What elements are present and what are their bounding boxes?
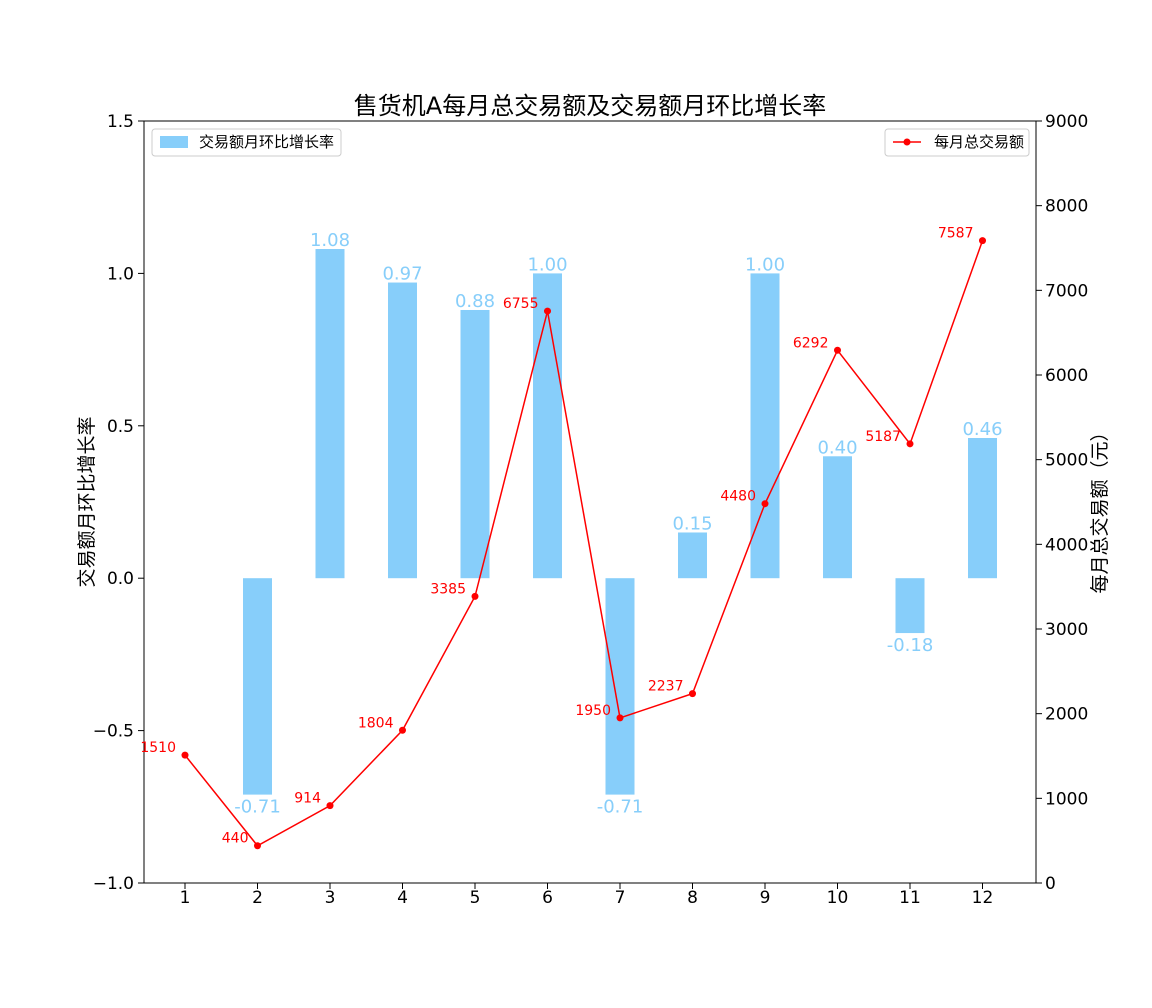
line-data-label: 1950 xyxy=(575,703,611,719)
y-right-tick-label: 5000 xyxy=(1045,451,1088,471)
x-tick-label: 5 xyxy=(470,888,481,908)
y-right-axis-label: 每月总交易额（元） xyxy=(1089,422,1111,593)
x-tick-label: 1 xyxy=(180,888,191,908)
line-point xyxy=(689,690,696,698)
x-tick-label: 9 xyxy=(760,888,771,908)
line-point xyxy=(326,802,334,810)
line-data-label: 914 xyxy=(294,791,321,807)
legend-line-frame xyxy=(884,128,1030,157)
legend-bars: 交易额月环比增长率 xyxy=(151,128,342,157)
bar xyxy=(388,282,417,579)
line-data-label: 1510 xyxy=(140,740,176,756)
y-right-tick-label: 9000 xyxy=(1045,112,1088,132)
y-right-tick-label: 1000 xyxy=(1045,789,1088,809)
legend-bar-text: 交易额月环比增长率 xyxy=(199,133,334,151)
line-point xyxy=(761,500,769,508)
line-point xyxy=(254,842,261,850)
legend-bar-swatch xyxy=(160,136,188,148)
line-data-label: 6292 xyxy=(793,335,829,351)
y-left-tick-label: 1.0 xyxy=(107,264,134,284)
bar xyxy=(605,578,635,795)
x-tick-label: 3 xyxy=(325,888,336,908)
line-point xyxy=(906,440,914,448)
line-data-label: 3385 xyxy=(430,581,466,597)
bar-data-label: 1.08 xyxy=(310,230,350,251)
x-tick-label: 7 xyxy=(615,888,626,908)
line-point xyxy=(834,346,841,354)
y-right-tick-label: 3000 xyxy=(1045,620,1088,640)
legend-bars-frame xyxy=(151,128,342,157)
series-line xyxy=(184,240,984,847)
plot-frame xyxy=(143,120,1037,884)
bar xyxy=(750,273,780,579)
bar-data-label: -0.71 xyxy=(597,797,644,818)
line-point xyxy=(979,237,986,245)
legend-line-text: 每月总交易额 xyxy=(934,133,1024,151)
x-tick-label: 8 xyxy=(687,888,698,908)
line-data-label: 7587 xyxy=(938,226,974,242)
x-tick-label: 2 xyxy=(252,888,263,908)
line-data-label: 1804 xyxy=(358,715,394,731)
bar xyxy=(460,309,490,579)
axes-layer: 1 2 3 4 5 6 7 8 9 10 11 12−1.0−0.50.00.51.01.501000… xyxy=(93,112,1089,908)
bars-layer: -0.71 1.08 0.97 0.88 1.00 -0.71 0.15 1.00 0.40 -0… xyxy=(234,230,1002,818)
x-tick-label: 10 xyxy=(827,888,849,908)
y-right-tick-label: 6000 xyxy=(1045,366,1088,386)
bar-data-label: 0.15 xyxy=(672,513,712,534)
bar-data-label: 0.40 xyxy=(817,437,857,458)
y-right-tick-label: 4000 xyxy=(1045,535,1088,555)
bar-data-label: -0.71 xyxy=(234,797,281,818)
line-data-label: 4480 xyxy=(720,489,756,505)
bar xyxy=(968,437,997,579)
line-point xyxy=(399,726,406,734)
y-left-tick-label: 0.0 xyxy=(107,569,134,589)
y-right-tick-label: 2000 xyxy=(1045,705,1088,725)
chart-title: 售货机A每月总交易额及交易额月环比增长率 xyxy=(354,92,826,120)
line-data-label: 5187 xyxy=(865,429,901,445)
legend-line: 每月总交易额 xyxy=(884,128,1030,157)
y-left-tick-label: −1.0 xyxy=(93,874,134,894)
bar-data-label: 0.88 xyxy=(455,291,495,312)
y-left-axis-label: 交易额月环比增长率 xyxy=(76,416,98,587)
bar xyxy=(678,532,707,579)
x-tick-label: 4 xyxy=(397,888,408,908)
line-data-label: 6755 xyxy=(503,296,539,312)
line-layer: 1510 440 914 1804 3385 6755 1950 2237 4480 6292 51… xyxy=(140,226,986,850)
line-data-label: 440 xyxy=(222,831,249,847)
bar-data-label: 1.00 xyxy=(745,254,785,275)
bar xyxy=(823,456,852,579)
legend-line-marker xyxy=(903,138,911,146)
line-point xyxy=(544,307,551,315)
bar-data-label: 0.97 xyxy=(382,264,422,285)
y-left-tick-label: −0.5 xyxy=(93,722,134,742)
bar-data-label: 0.46 xyxy=(962,419,1002,440)
bar-data-label: 1.00 xyxy=(527,254,567,275)
x-tick-label: 11 xyxy=(899,888,921,908)
y-left-tick-label: 0.5 xyxy=(107,417,134,437)
line-point xyxy=(181,751,189,759)
y-right-tick-label: 8000 xyxy=(1045,197,1088,217)
line-point xyxy=(616,714,624,722)
bar xyxy=(533,273,562,579)
bar xyxy=(315,249,345,579)
bar xyxy=(895,578,925,634)
x-tick-label: 6 xyxy=(542,888,553,908)
y-left-tick-label: 1.5 xyxy=(107,112,134,132)
y-right-tick-label: 0 xyxy=(1045,874,1056,894)
x-tick-label: 12 xyxy=(972,888,994,908)
bar-data-label: -0.18 xyxy=(887,635,934,656)
line-point xyxy=(471,592,479,600)
bar xyxy=(243,578,272,795)
line-data-label: 2237 xyxy=(648,679,684,695)
y-right-tick-label: 7000 xyxy=(1045,281,1088,301)
